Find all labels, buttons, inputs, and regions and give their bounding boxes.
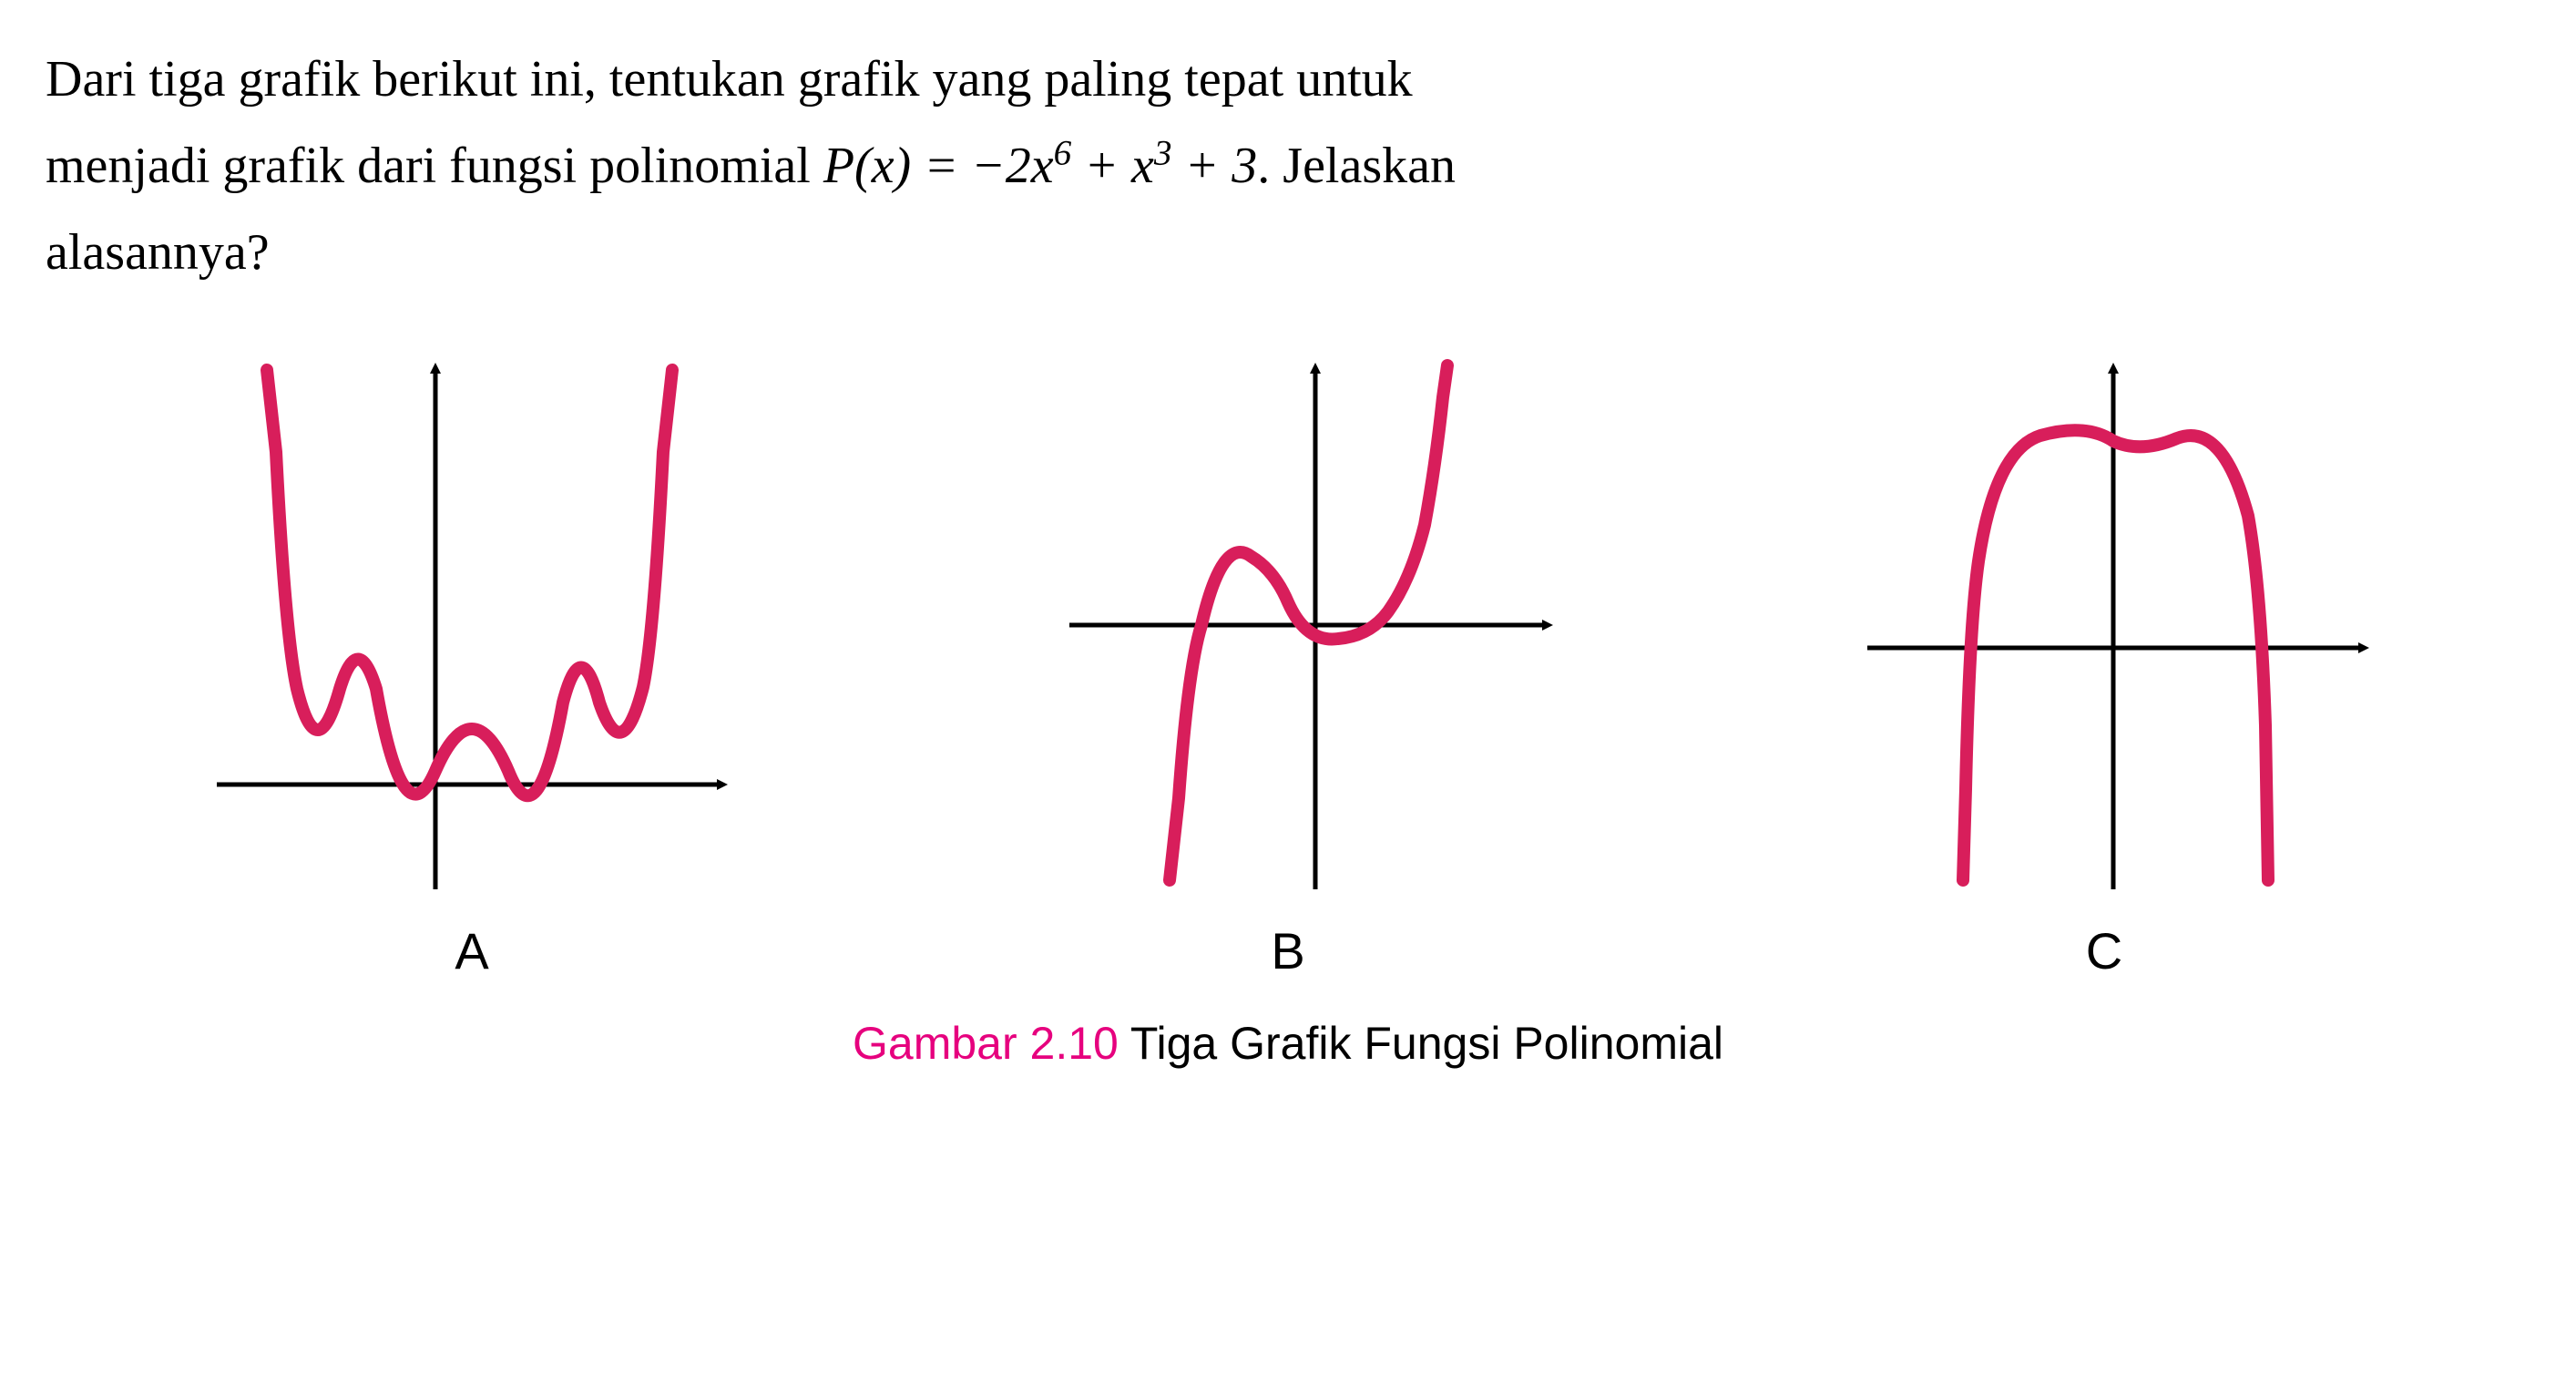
graph-b-label: B bbox=[1271, 921, 1304, 980]
curve-a bbox=[267, 370, 672, 795]
question-line2-part1: menjadi grafik dari fungsi polinomial bbox=[46, 138, 823, 194]
graph-a bbox=[189, 343, 754, 908]
question-line1: Dari tiga grafik berikut ini, tentukan g… bbox=[46, 51, 1413, 108]
graph-a-container: A bbox=[189, 343, 754, 980]
graph-c bbox=[1822, 343, 2387, 908]
graph-a-label: A bbox=[455, 921, 488, 980]
graph-c-label: C bbox=[2086, 921, 2122, 980]
graph-b-container: B bbox=[1006, 343, 1570, 980]
caption-text: Tiga Grafik Fungsi Polinomial bbox=[1119, 1018, 1723, 1069]
polynomial-formula: P(x) = −2x6 + x3 + 3 bbox=[823, 138, 1257, 194]
figure-caption: Gambar 2.10 Tiga Grafik Fungsi Polinomia… bbox=[46, 1017, 2530, 1070]
graphs-row: A B C bbox=[46, 343, 2530, 980]
graph-b bbox=[1006, 343, 1570, 908]
graph-c-container: C bbox=[1822, 343, 2387, 980]
question-text: Dari tiga grafik berikut ini, tentukan g… bbox=[46, 36, 2530, 297]
caption-prefix: Gambar 2.10 bbox=[853, 1018, 1119, 1069]
question-line3: alasannya? bbox=[46, 224, 270, 281]
question-line2-part3: . Jelaskan bbox=[1257, 138, 1456, 194]
